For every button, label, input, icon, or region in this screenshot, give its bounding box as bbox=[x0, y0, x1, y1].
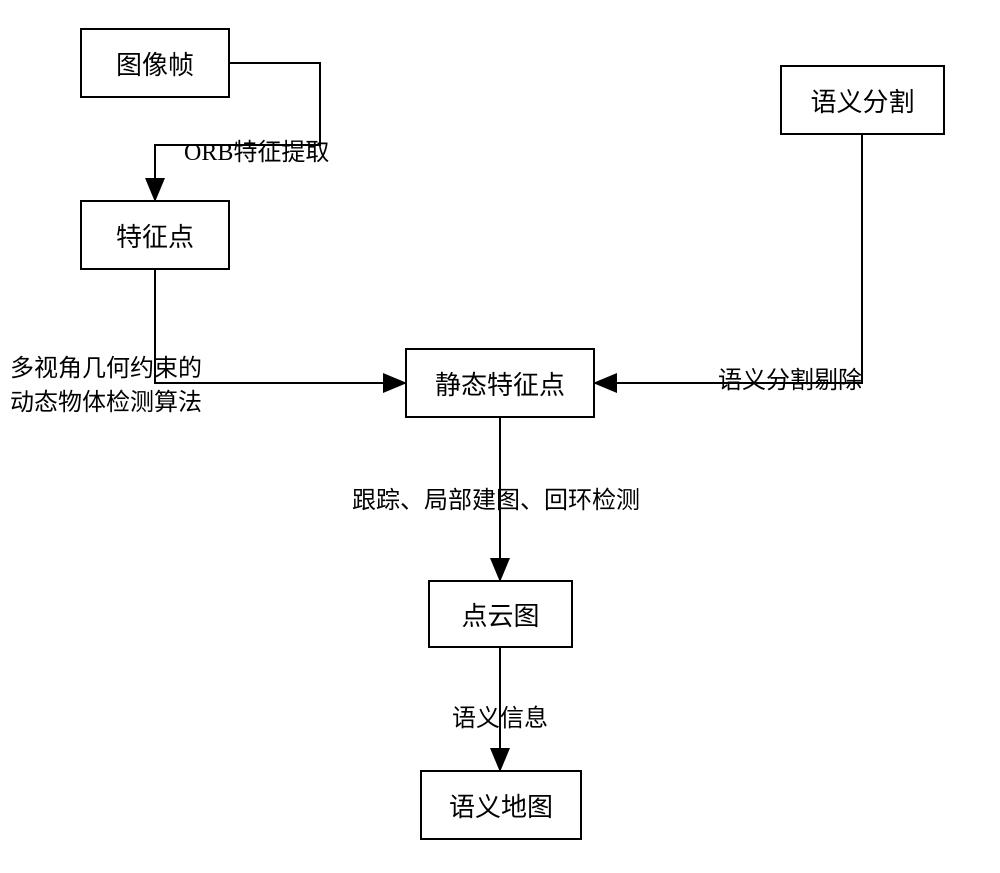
label-multiview-algo-l2: 动态物体检测算法 bbox=[10, 382, 202, 417]
edge-semanticseg-to-static bbox=[700, 135, 862, 383]
node-point-cloud: 点云图 bbox=[428, 580, 573, 648]
label-tracking: 跟踪、局部建图、回环检测 bbox=[352, 480, 640, 515]
node-static-feature: 静态特征点 bbox=[405, 348, 595, 418]
label-semantic-remove: 语义分割剔除 bbox=[718, 360, 862, 395]
node-label: 图像帧 bbox=[116, 45, 194, 82]
node-label: 语义分割 bbox=[810, 82, 914, 119]
label-semantic-info: 语义信息 bbox=[452, 698, 548, 733]
label-orb-extract: ORB特征提取 bbox=[184, 132, 329, 167]
node-label: 特征点 bbox=[116, 217, 194, 254]
node-label: 语义地图 bbox=[449, 787, 553, 824]
node-label: 点云图 bbox=[461, 596, 539, 633]
node-label: 静态特征点 bbox=[435, 365, 565, 402]
node-feature-points: 特征点 bbox=[80, 200, 230, 270]
node-image-frame: 图像帧 bbox=[80, 28, 230, 98]
node-semantic-map: 语义地图 bbox=[420, 770, 582, 840]
node-semantic-seg: 语义分割 bbox=[780, 65, 945, 135]
label-multiview-algo-l1: 多视角几何约束的 bbox=[10, 348, 202, 383]
